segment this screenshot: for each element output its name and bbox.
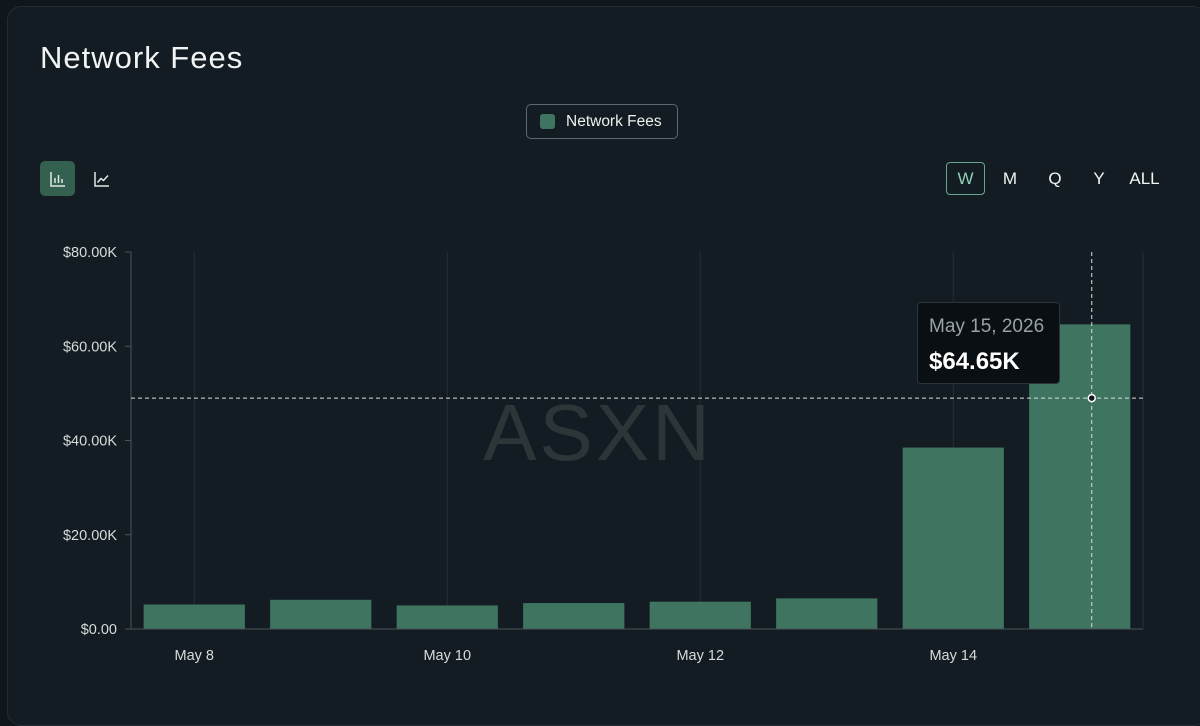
range-button-w[interactable]: W <box>946 162 985 195</box>
x-tick-label: May 8 <box>175 648 215 664</box>
chart-axes: $0.00 $20.00K $40.00K $60.00K $80.00K May 8 Ma… <box>63 245 1143 664</box>
crosshair-dot <box>1087 393 1096 403</box>
bar-chart-view-button[interactable] <box>40 161 75 196</box>
bar <box>396 605 498 629</box>
range-button-m[interactable]: M <box>1002 168 1018 188</box>
bar <box>902 447 1004 629</box>
bar-chart-icon <box>49 171 65 187</box>
x-tick-label: May 12 <box>676 648 724 664</box>
tooltip: May 15, 2026 $64.65K <box>917 302 1060 384</box>
legend-label: Network Fees <box>566 112 662 130</box>
y-tick-label: $80.00K <box>63 245 117 261</box>
bar <box>649 601 751 629</box>
bar <box>523 603 625 629</box>
legend-swatch <box>540 114 555 129</box>
y-tick-label: $0.00 <box>81 622 117 638</box>
chart-title: Network Fees <box>40 40 244 75</box>
bar-chart: ASXN $0.00 $20.00K $40.00K $60.00K $80.00K Ma… <box>63 245 1144 664</box>
y-tick-label: $40.00K <box>63 434 117 450</box>
x-tick-label: May 10 <box>423 648 471 664</box>
legend-item-network-fees[interactable]: Network Fees <box>526 104 678 139</box>
bar <box>776 598 878 629</box>
bar-series <box>143 324 1131 629</box>
range-button-q[interactable]: Q <box>1048 168 1062 188</box>
line-chart-icon <box>93 171 109 187</box>
crosshair <box>131 252 1143 629</box>
bar <box>270 599 372 629</box>
tooltip-value: $64.65K <box>929 348 1020 375</box>
x-tick-label: May 14 <box>929 648 977 664</box>
y-tick-label: $20.00K <box>63 528 117 544</box>
range-button-y[interactable]: Y <box>1093 168 1105 188</box>
tooltip-date: May 15, 2026 <box>929 316 1045 337</box>
bar <box>143 604 245 629</box>
y-tick-label: $60.00K <box>63 339 117 355</box>
watermark: ASXN <box>483 388 713 477</box>
line-chart-view-button[interactable] <box>84 161 119 196</box>
range-button-all[interactable]: ALL <box>1129 168 1160 188</box>
